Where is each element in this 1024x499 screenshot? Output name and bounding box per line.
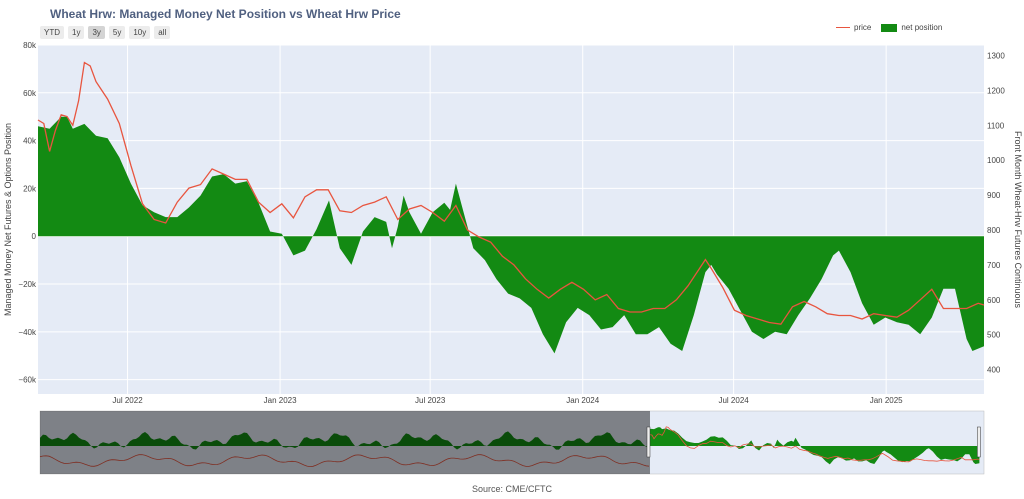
x-tick-label: Jan 2025: [870, 396, 903, 405]
range-button-1y[interactable]: 1y: [68, 26, 85, 39]
x-tick-label: Jan 2023: [264, 396, 297, 405]
x-tick-label: Jul 2023: [415, 396, 446, 405]
y-right-tick-label: 900: [987, 191, 1001, 200]
range-button-5y[interactable]: 5y: [108, 26, 126, 39]
slider-net-position-area: [649, 427, 980, 465]
slider-handle-left[interactable]: [646, 426, 651, 458]
range-button-all[interactable]: all: [154, 26, 171, 39]
x-tick-label: Jul 2024: [718, 396, 749, 405]
y-right-axis-title: Front Month Wheat-Hrw Futures Continuous: [1013, 131, 1023, 309]
y-left-tick-label: −20k: [18, 280, 37, 289]
y-left-tick-label: 40k: [23, 137, 37, 146]
y-right-tick-label: 400: [987, 366, 1001, 375]
series-layer: [37, 61, 985, 354]
y-right-tick-label: 800: [987, 226, 1001, 235]
series-price-line: [37, 61, 985, 325]
legend: price net position: [836, 23, 952, 32]
y-right-tick-label: 600: [987, 296, 1001, 305]
y-left-tick-label: 20k: [23, 184, 37, 193]
range-slider[interactable]: [39, 410, 985, 475]
y-right-tick-label: 1300: [987, 51, 1005, 60]
legend-item-price[interactable]: price: [836, 23, 871, 32]
range-button-10y[interactable]: 10y: [129, 26, 151, 39]
y-right-tick-label: 1200: [987, 86, 1005, 95]
source-note: Source: CME/CFTC: [471, 484, 552, 494]
range-button-ytd[interactable]: YTD: [40, 26, 64, 39]
y-right-tick-label: 500: [987, 331, 1001, 340]
series-net-position-area: [38, 116, 984, 354]
y-left-axis-title: Managed Money Net Futures & Options Posi…: [3, 123, 13, 316]
y-left-tick-label: −40k: [18, 328, 37, 337]
range-selector: YTD 1y 3y 5y 10y all: [40, 26, 171, 39]
legend-label-price: price: [854, 23, 872, 32]
y-left-tick-label: −60k: [18, 376, 37, 385]
slider-price-line: [649, 426, 980, 463]
slider-handle-right[interactable]: [977, 426, 981, 458]
slider-mask-left: [40, 411, 650, 474]
y-right-tick-label: 1000: [987, 156, 1005, 165]
y-left-tick-label: 0: [32, 232, 37, 241]
slider-history-area: [40, 431, 650, 450]
legend-label-net-position: net position: [901, 23, 943, 32]
chart-title: Wheat Hrw: Managed Money Net Position vs…: [50, 7, 401, 21]
y-left-tick-label: 60k: [23, 89, 37, 98]
x-tick-label: Jan 2024: [566, 396, 599, 405]
y-right-tick-label: 700: [987, 261, 1001, 270]
legend-swatch-price: [836, 27, 850, 28]
x-tick-label: Jul 2022: [112, 396, 143, 405]
range-button-3y[interactable]: 3y: [88, 26, 105, 39]
legend-swatch-net-position: [881, 23, 898, 32]
slider-history-line: [39, 454, 650, 468]
y-right-tick-label: 1100: [987, 121, 1005, 130]
legend-item-net-position[interactable]: net position: [881, 23, 942, 32]
y-left-tick-label: 80k: [23, 41, 37, 50]
axes: Jul 2022 Jan 2023 Jul 2023 Jan 2024 Jul 2024…: [3, 41, 1023, 405]
